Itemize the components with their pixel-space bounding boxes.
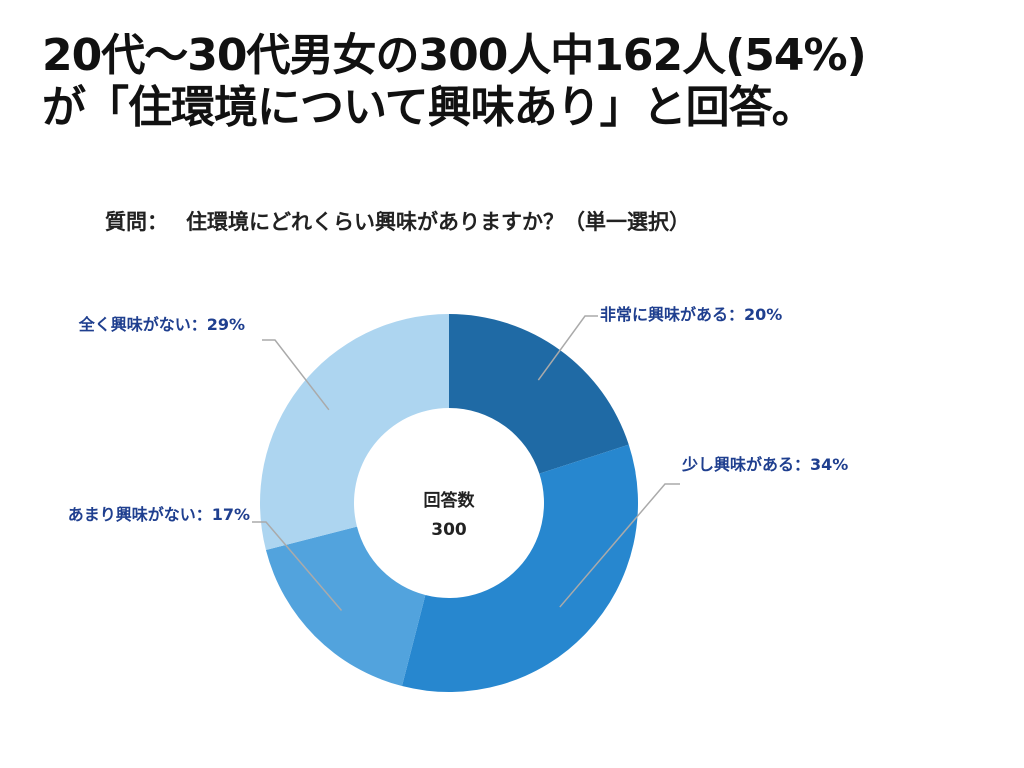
headline: 20代〜30代男女の300人中162人(54%) が「住環境について興味あり」と… (42, 30, 1002, 134)
headline-line-2: が「住環境について興味あり」と回答。 (42, 82, 816, 133)
donut-slice-4 (260, 314, 449, 551)
donut-slice-1 (449, 314, 629, 474)
donut-slice-3 (265, 526, 426, 687)
donut-slice-2 (401, 444, 639, 692)
slice-label-4: 全く興味がない：29% (78, 315, 245, 334)
center-label: 回答数 (424, 490, 476, 511)
question-label: 質問： (105, 210, 168, 234)
center-value: 300 (431, 520, 467, 540)
leader-line-1 (537, 315, 598, 381)
leader-line-2 (559, 483, 680, 608)
question: 質問： 住環境にどれくらい興味がありますか？（単一選択） (105, 206, 690, 236)
slice-label-2: 少し興味がある：34% (681, 455, 848, 474)
leader-line-4 (262, 339, 330, 411)
headline-line-1: 20代〜30代男女の300人中162人(54%) (42, 30, 867, 81)
slice-label-1: 非常に興味がある：20% (600, 305, 782, 324)
leader-line-3 (252, 521, 343, 611)
slice-label-3: あまり興味がない：17% (68, 505, 250, 524)
question-text: 住環境にどれくらい興味がありますか？（単一選択） (186, 210, 690, 234)
